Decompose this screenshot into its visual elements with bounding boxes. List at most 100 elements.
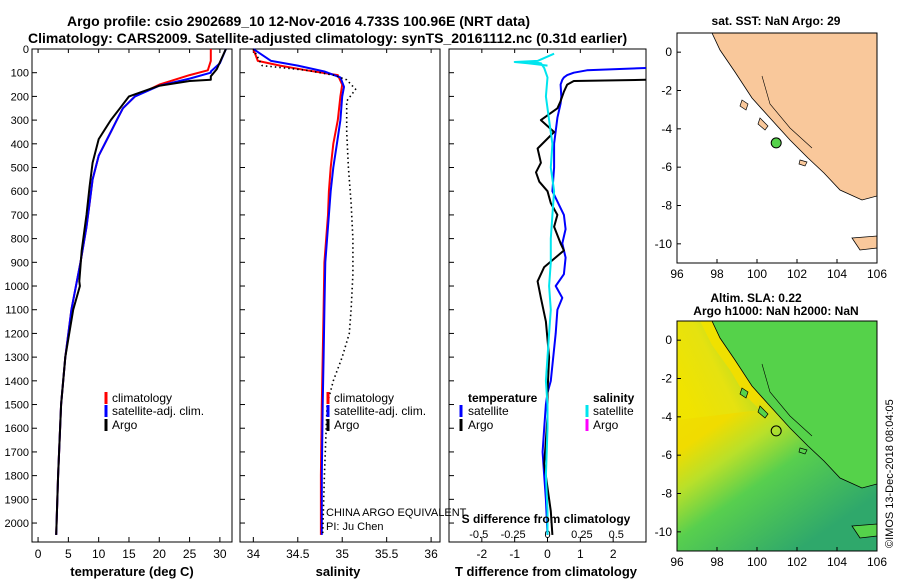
depth-tick-label: 2000 <box>5 518 29 530</box>
difference-panel: -2 -1 0 1 2 -0.5 -0.25 0 0.25 0.5 S difference f… <box>448 48 647 579</box>
depth-tick-label: 900 <box>11 257 29 269</box>
x-tick-label: 0 <box>35 547 42 561</box>
legend-label-t-argo: Argo <box>468 418 494 432</box>
sst-map-mentawai-island <box>739 99 749 111</box>
sdiff-tick-label: 0.25 <box>571 529 592 541</box>
legend-label-satellite: satellite-adj. clim. <box>112 404 204 418</box>
depth-tick-label: 1700 <box>5 447 29 459</box>
legend-label-argo: Argo <box>334 418 360 432</box>
series-line-s-satellite <box>529 61 556 535</box>
x-tick-label: 35.5 <box>375 547 399 561</box>
legend-label-argo: Argo <box>112 418 138 432</box>
sst-map-sumatra-land <box>677 32 878 201</box>
legend-label-satellite: satellite-adj. clim. <box>334 404 426 418</box>
sla-map-siberut-island <box>757 405 769 419</box>
imos-stamp: ©IMOS 13-Dec-2018 08:04:05 <box>884 399 896 548</box>
map-x-tick-label: 98 <box>710 267 724 281</box>
series-line-climatology <box>252 48 344 535</box>
series-line-argo <box>252 48 357 535</box>
difference-legend: temperature satellite Argo salinity sate… <box>459 391 635 432</box>
sla-map-mentawai-island <box>739 387 749 399</box>
map-x-tick-label: 102 <box>787 267 807 281</box>
temperature-axes-frame <box>31 48 233 543</box>
title-line2: Climatology: CARS2009. Satellite-adjuste… <box>28 30 627 46</box>
sst-map-float-marker <box>770 137 782 149</box>
sdiff-tick-label: -0.25 <box>501 529 526 541</box>
salinity-axes-frame <box>239 48 441 543</box>
sdiff-xlabel: S difference from climatology <box>462 512 631 526</box>
sla-map-sunda-trench <box>761 363 813 437</box>
series-line-satellite-adj-clim- <box>252 48 345 535</box>
map-x-tick-label: 96 <box>670 555 684 569</box>
tdiff-x-axis: -2 -1 0 1 2 <box>476 49 617 561</box>
depth-tick-label: 500 <box>11 163 29 175</box>
sla-map-title: Altim. SLA: 0.22 <box>710 291 802 305</box>
title-line1: Argo profile: csio 2902689_10 12-Nov-201… <box>67 13 530 29</box>
difference-series <box>513 52 647 535</box>
series-line-t-satellite <box>541 67 647 535</box>
map-x-tick-label: 100 <box>747 555 767 569</box>
depth-tick-label: 0 <box>23 44 29 56</box>
sst-map-enggano-island <box>798 159 808 167</box>
sla-map-enggano-island <box>798 447 808 455</box>
x-tick-label: -1 <box>509 547 520 561</box>
map-y-tick-label: -4 <box>661 410 672 424</box>
depth-tick-label: 1100 <box>5 305 29 317</box>
sst-map-axes: 96 98 100 102 104 106 0 -2 -4 -6 -8 -10 <box>655 45 888 281</box>
legend-label-t-satellite: satellite <box>468 404 509 418</box>
temperature-series <box>55 48 227 535</box>
temperature-legend: climatology satellite-adj. clim. Argo <box>104 391 204 432</box>
x-tick-label: 36 <box>424 547 438 561</box>
x-tick-label: 30 <box>213 547 227 561</box>
legend-label-climatology: climatology <box>112 391 172 405</box>
map-y-tick-label: -8 <box>661 487 672 501</box>
sst-map-frame <box>676 32 878 264</box>
x-tick-label: 1 <box>577 547 584 561</box>
x-tick-label: 0 <box>544 547 551 561</box>
map-x-tick-label: 96 <box>670 267 684 281</box>
salinity-series <box>252 48 357 535</box>
sdiff-tick-label: 0.5 <box>609 529 624 541</box>
salinity-legend: climatology satellite-adj. clim. Argo <box>326 391 426 432</box>
map-x-tick-label: 106 <box>867 555 887 569</box>
map-y-tick-label: -2 <box>661 84 672 98</box>
attribution-line1: CHINA ARGO EQUIVALENT <box>326 507 467 519</box>
x-tick-label: 15 <box>122 547 136 561</box>
depth-tick-label: 1200 <box>5 328 29 340</box>
temperature-x-axis: 0 5 10 15 20 25 30 <box>35 49 227 561</box>
salinity-xlabel: salinity <box>316 564 362 579</box>
depth-tick-label: 100 <box>11 68 29 80</box>
series-line-satellite-adj-clim- <box>55 48 227 535</box>
tdiff-xlabel: T difference from climatology <box>455 564 638 579</box>
legend-title-temperature: temperature <box>468 391 538 405</box>
sla-map-frame <box>676 320 878 552</box>
legend-label-s-satellite: satellite <box>593 404 634 418</box>
map-y-tick-label: 0 <box>665 333 672 347</box>
sla-map-northern-sea <box>677 321 760 420</box>
sla-map-panel: Altim. SLA: 0.22 Argo h1000: NaN h2000: … <box>655 291 888 569</box>
depth-tick-label: 300 <box>11 115 29 127</box>
x-tick-label: 25 <box>183 547 197 561</box>
x-tick-label: 35 <box>336 547 350 561</box>
map-x-tick-label: 104 <box>827 555 847 569</box>
attribution-line2: PI: Ju Chen <box>326 521 383 533</box>
map-x-tick-label: 104 <box>827 267 847 281</box>
legend-label-s-argo: Argo <box>593 418 619 432</box>
map-x-tick-label: 98 <box>710 555 724 569</box>
sdiff-x-axis: -0.5 -0.25 0 0.25 0.5 <box>469 529 624 541</box>
depth-tick-label: 1000 <box>5 281 29 293</box>
map-x-tick-label: 106 <box>867 267 887 281</box>
depth-tick-label: 800 <box>11 234 29 246</box>
map-y-tick-label: -10 <box>655 525 673 539</box>
depth-tick-label: 1500 <box>5 400 29 412</box>
map-y-tick-label: -6 <box>661 160 672 174</box>
x-tick-label: 34.5 <box>286 547 310 561</box>
legend-label-climatology: climatology <box>334 391 394 405</box>
depth-tick-label: 1400 <box>5 376 29 388</box>
sdiff-tick-label: 0 <box>544 529 550 541</box>
depth-tick-label: 1300 <box>5 352 29 364</box>
x-tick-label: 2 <box>610 547 617 561</box>
depth-tick-label: 700 <box>11 210 29 222</box>
series-line-s-satellite-upper <box>513 52 555 67</box>
legend-title-salinity: salinity <box>593 391 635 405</box>
